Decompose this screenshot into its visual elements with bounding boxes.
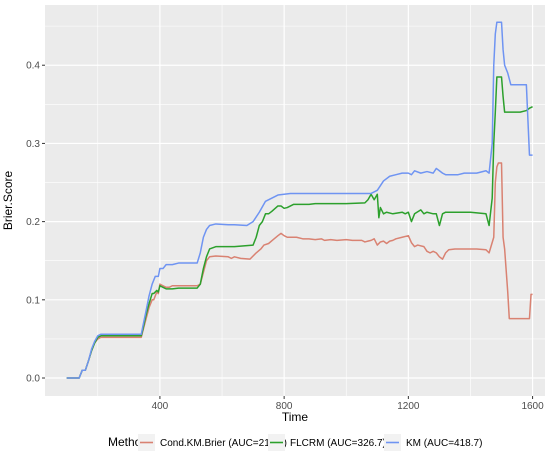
x-tick-label: 800 xyxy=(276,401,293,412)
series-lines xyxy=(66,21,533,379)
y-tick-label: 0.0 xyxy=(26,374,40,385)
y-tick-label: 0.3 xyxy=(26,139,40,150)
legend-label-0: Cond.KM.Brier (AUC=219.5) xyxy=(160,438,287,449)
x-axis: 400 800 1200 1600 xyxy=(152,396,544,412)
x-tick-label: 1600 xyxy=(521,401,544,412)
y-axis-title: Brier.Score xyxy=(1,170,15,230)
y-tick-label: 0.2 xyxy=(26,217,40,228)
y-tick-label: 0.4 xyxy=(26,61,40,72)
legend: Method Cond.KM.Brier (AUC=219.5) FLCRM (A… xyxy=(108,434,482,451)
grid-minor xyxy=(45,5,545,396)
series-line-1 xyxy=(66,76,533,379)
grid-major xyxy=(45,5,545,396)
plot-panel xyxy=(45,5,545,396)
series-line-2 xyxy=(66,21,533,379)
y-axis: 0.0 0.1 0.2 0.3 0.4 xyxy=(26,61,45,385)
x-tick-label: 400 xyxy=(152,401,169,412)
y-tick-label: 0.1 xyxy=(26,295,40,306)
x-axis-title: Time xyxy=(282,410,309,424)
legend-label-2: KM (AUC=418.7) xyxy=(406,438,482,449)
x-tick-label: 1200 xyxy=(397,401,420,412)
legend-label-1: FLCRM (AUC=326.7) xyxy=(290,438,386,449)
series-line-0 xyxy=(66,162,533,379)
